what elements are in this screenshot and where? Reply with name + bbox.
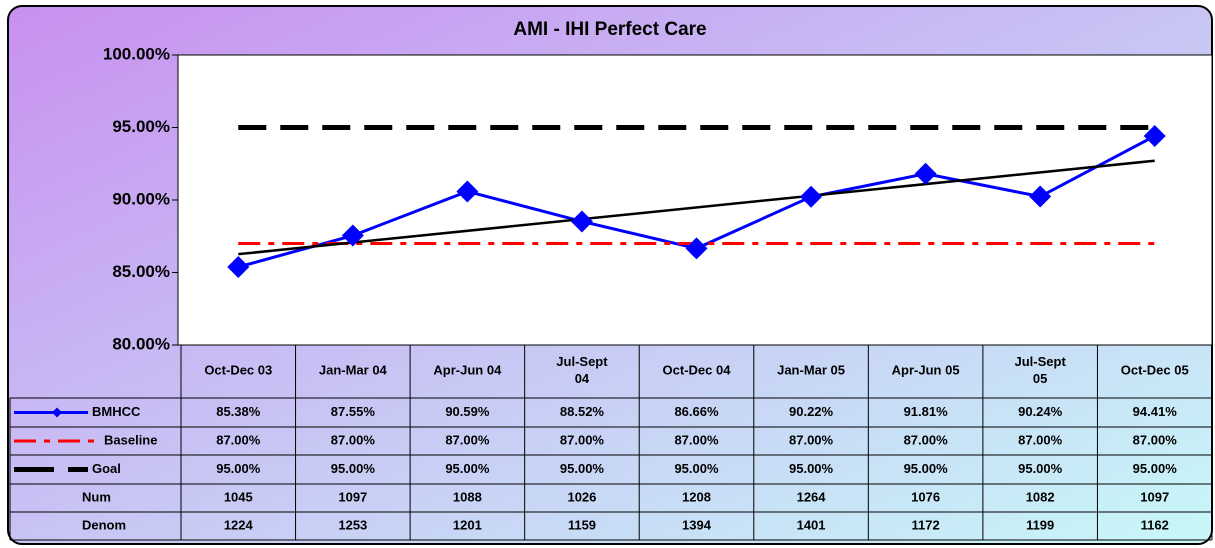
table-value: 95.00% <box>789 461 834 476</box>
table-value: 95.00% <box>1018 461 1063 476</box>
table-value: 1026 <box>567 489 596 504</box>
legend-label: BMHCC <box>92 404 141 419</box>
table-value: 1159 <box>568 517 596 532</box>
table-value: 87.55% <box>331 404 376 419</box>
legend-label: Baseline <box>104 432 157 447</box>
table-value: 87.00% <box>674 432 719 447</box>
table-value: 1162 <box>1141 517 1169 532</box>
table-value: 1199 <box>1026 517 1054 532</box>
table-value: 94.41% <box>1133 404 1178 419</box>
y-tick-label: 100.00% <box>103 44 170 63</box>
table-value: 1394 <box>682 517 712 532</box>
x-tick-label: Apr-Jun 04 <box>433 362 502 377</box>
table-value: 1076 <box>911 489 940 504</box>
table-value: 85.38% <box>216 404 261 419</box>
table-value: 1253 <box>338 517 367 532</box>
data-point <box>341 224 364 247</box>
table-value: 87.00% <box>1133 432 1178 447</box>
table-value: 1045 <box>224 489 253 504</box>
table-value: 95.00% <box>904 461 949 476</box>
table-value: 1201 <box>453 517 482 532</box>
table-value: 87.00% <box>560 432 605 447</box>
y-tick-label: 80.00% <box>112 334 170 353</box>
table-value: 1264 <box>797 489 827 504</box>
data-point <box>227 255 250 278</box>
table-value: 1401 <box>797 517 826 532</box>
x-tick-label: Jan-Mar 05 <box>777 362 845 377</box>
legend-label: Goal <box>92 461 121 476</box>
data-point <box>685 237 708 260</box>
x-tick-label: Jul-Sept 05 <box>1015 354 1067 386</box>
table-value: 87.00% <box>331 432 376 447</box>
data-point <box>800 185 823 208</box>
table-value: 90.59% <box>445 404 490 419</box>
table-value: 95.00% <box>445 461 490 476</box>
data-point <box>914 162 937 185</box>
table-value: 95.00% <box>216 461 261 476</box>
x-tick-label: Apr-Jun 05 <box>892 362 960 377</box>
y-tick-label: 95.00% <box>112 117 170 136</box>
table-value: 87.00% <box>904 432 949 447</box>
x-tick-label: Jul-Sept 04 <box>556 354 608 386</box>
table-value: 88.52% <box>560 404 605 419</box>
table-value: 1224 <box>224 517 254 532</box>
y-tick-label: 85.00% <box>112 262 170 281</box>
table-value: 87.00% <box>789 432 834 447</box>
table-value: 90.22% <box>789 404 834 419</box>
table-value: 95.00% <box>331 461 376 476</box>
y-tick-label: 90.00% <box>112 189 170 208</box>
chart-title: AMI - IHI Perfect Care <box>513 19 706 40</box>
table-value: 1088 <box>453 489 482 504</box>
x-tick-label: Jan-Mar 04 <box>319 362 388 377</box>
x-tick-label: Oct-Dec 04 <box>663 362 732 377</box>
row-label: Denom <box>82 517 126 532</box>
row-label: Num <box>82 489 111 504</box>
table-value: 1097 <box>338 489 367 504</box>
table-value: 95.00% <box>1133 461 1178 476</box>
table-value: 86.66% <box>674 404 719 419</box>
data-point <box>1029 185 1052 208</box>
data-point <box>570 210 593 233</box>
table-value: 1172 <box>912 517 940 532</box>
table-value: 90.24% <box>1018 404 1063 419</box>
x-tick-label: Oct-Dec 03 <box>204 362 272 377</box>
table-value: 1097 <box>1140 489 1169 504</box>
table-value: 87.00% <box>1018 432 1063 447</box>
table-value: 1208 <box>682 489 711 504</box>
table-value: 95.00% <box>674 461 719 476</box>
table-value: 91.81% <box>904 404 949 419</box>
table-value: 87.00% <box>216 432 261 447</box>
plot-area <box>177 54 1213 346</box>
legend-marker <box>52 407 62 418</box>
data-point <box>456 180 479 203</box>
trendline <box>238 159 1155 256</box>
table-value: 87.00% <box>445 432 490 447</box>
x-tick-label: Oct-Dec 05 <box>1121 362 1189 377</box>
table-value: 1082 <box>1026 489 1055 504</box>
table-value: 95.00% <box>560 461 605 476</box>
data-point <box>1143 125 1166 148</box>
